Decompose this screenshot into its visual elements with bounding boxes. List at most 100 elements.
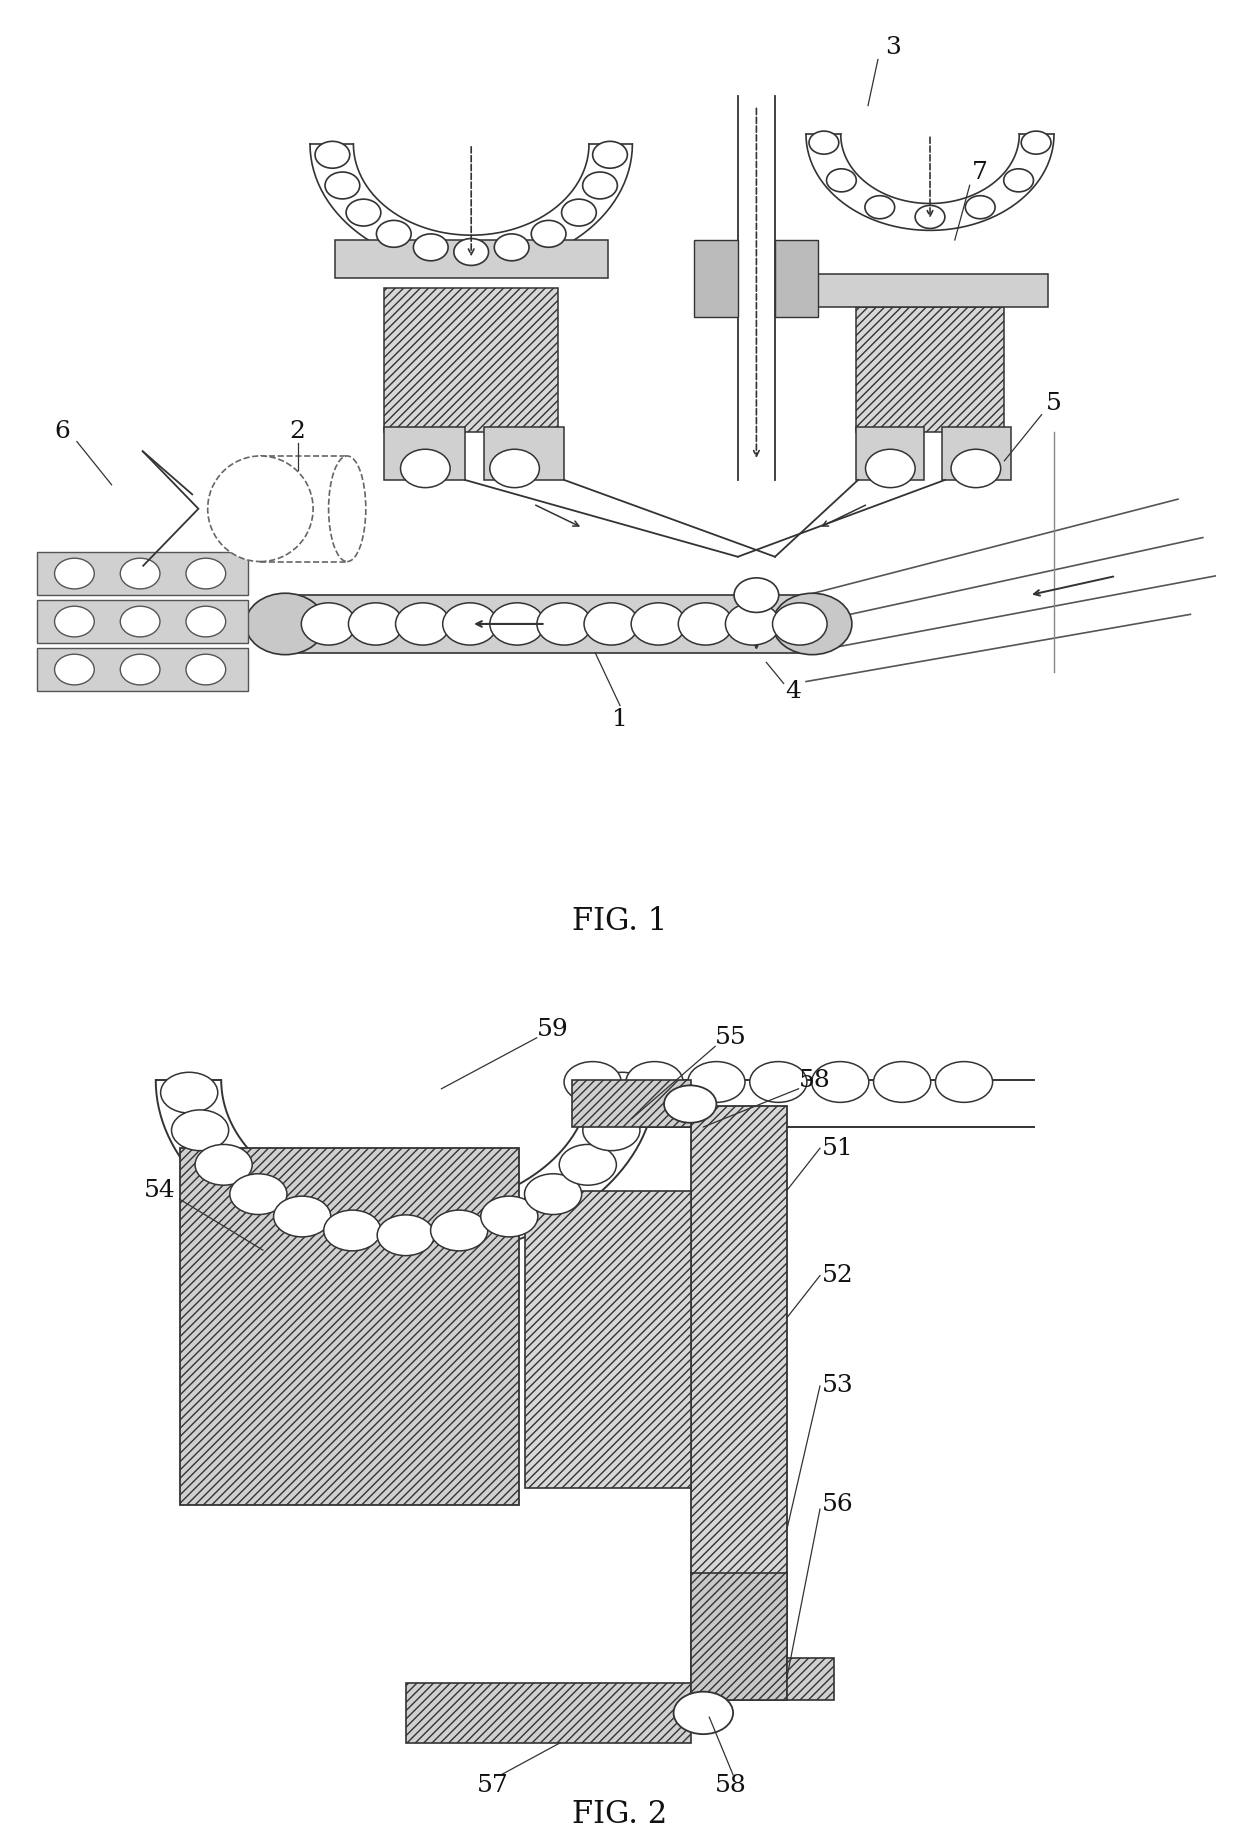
Circle shape [594, 1073, 651, 1113]
Circle shape [120, 605, 160, 637]
Circle shape [584, 604, 639, 644]
Circle shape [965, 196, 994, 218]
Bar [694, 240, 738, 318]
Circle shape [481, 1196, 538, 1237]
Circle shape [559, 1145, 616, 1185]
Circle shape [346, 199, 381, 225]
Circle shape [55, 557, 94, 589]
Circle shape [951, 449, 1001, 487]
Bar [384, 288, 558, 432]
Circle shape [583, 172, 618, 199]
Bar [335, 240, 608, 279]
Bar [856, 306, 1004, 432]
Circle shape [750, 1061, 807, 1102]
Bar [818, 273, 1048, 306]
Circle shape [161, 1073, 218, 1113]
Circle shape [377, 1215, 434, 1255]
Circle shape [593, 142, 627, 168]
Circle shape [873, 1061, 931, 1102]
Circle shape [812, 1061, 869, 1102]
Text: FIG. 2: FIG. 2 [573, 1800, 667, 1829]
Circle shape [773, 593, 852, 655]
Circle shape [626, 1061, 683, 1102]
Text: FIG. 1: FIG. 1 [573, 906, 667, 938]
Circle shape [734, 578, 779, 613]
Bar [775, 240, 818, 318]
Text: 3: 3 [885, 37, 900, 59]
Circle shape [1003, 168, 1033, 192]
Circle shape [186, 653, 226, 685]
Circle shape [55, 653, 94, 685]
Circle shape [678, 604, 733, 644]
Circle shape [325, 172, 360, 199]
Circle shape [396, 604, 450, 644]
Circle shape [186, 605, 226, 637]
Circle shape [430, 1211, 487, 1252]
Circle shape [525, 1174, 582, 1215]
Text: 55: 55 [715, 1026, 746, 1049]
Bar [37, 552, 248, 594]
Text: 54: 54 [144, 1180, 176, 1202]
Circle shape [866, 196, 895, 218]
Circle shape [413, 234, 448, 260]
Circle shape [915, 205, 945, 229]
Text: 58: 58 [715, 1774, 746, 1796]
Circle shape [531, 220, 565, 247]
Text: 58: 58 [799, 1069, 831, 1091]
Circle shape [808, 131, 838, 155]
Bar [180, 1148, 518, 1504]
Circle shape [186, 557, 226, 589]
Text: 52: 52 [822, 1265, 854, 1287]
Circle shape [583, 1109, 640, 1150]
Bar [384, 426, 465, 480]
Circle shape [495, 234, 529, 260]
Bar [692, 1573, 786, 1700]
Text: 2: 2 [290, 421, 305, 443]
Circle shape [564, 1061, 621, 1102]
Text: 7: 7 [972, 161, 987, 185]
Circle shape [171, 1109, 228, 1150]
Bar [37, 648, 248, 690]
Circle shape [348, 604, 403, 644]
Circle shape [673, 1691, 733, 1733]
Circle shape [827, 168, 857, 192]
Circle shape [866, 449, 915, 487]
Text: 59: 59 [537, 1017, 568, 1041]
Circle shape [665, 1085, 717, 1122]
Circle shape [274, 1196, 331, 1237]
Bar [856, 426, 924, 480]
Circle shape [195, 1145, 252, 1185]
Circle shape [490, 449, 539, 487]
Text: 1: 1 [613, 709, 627, 731]
Bar [573, 1080, 692, 1126]
Bar [942, 426, 1011, 480]
Bar [260, 456, 347, 561]
Text: 53: 53 [822, 1375, 854, 1397]
Bar [291, 594, 806, 653]
Circle shape [229, 1174, 286, 1215]
Circle shape [688, 1061, 745, 1102]
Text: 51: 51 [822, 1137, 854, 1159]
Circle shape [377, 220, 412, 247]
Circle shape [401, 449, 450, 487]
Text: 57: 57 [477, 1774, 508, 1796]
Circle shape [246, 593, 325, 655]
Circle shape [935, 1061, 992, 1102]
Circle shape [490, 604, 544, 644]
Circle shape [537, 604, 591, 644]
Bar [405, 1684, 692, 1743]
Bar [484, 426, 564, 480]
Text: 56: 56 [822, 1493, 854, 1516]
Bar [786, 1658, 835, 1700]
Text: 4: 4 [786, 679, 801, 703]
Bar [37, 600, 248, 642]
Circle shape [725, 604, 780, 644]
Circle shape [324, 1211, 381, 1252]
Circle shape [454, 238, 489, 266]
Circle shape [1022, 131, 1052, 155]
Circle shape [315, 142, 350, 168]
Circle shape [55, 605, 94, 637]
Bar [692, 1106, 786, 1700]
Circle shape [562, 199, 596, 225]
Circle shape [120, 653, 160, 685]
